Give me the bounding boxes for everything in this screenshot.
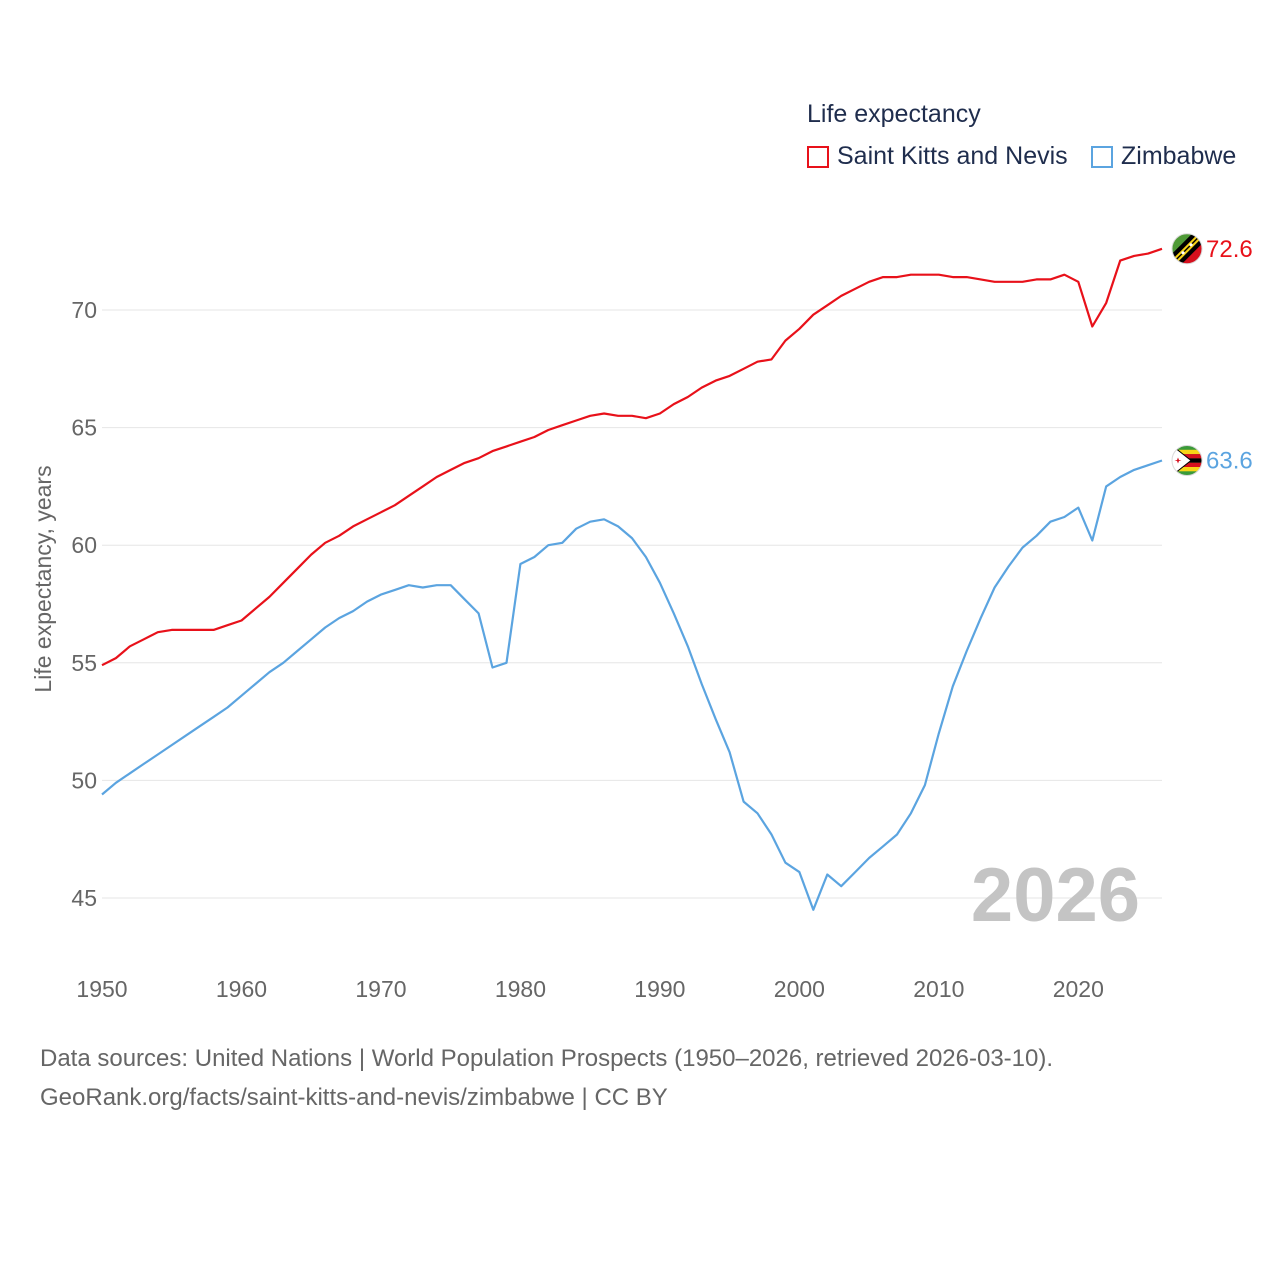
legend-item-saint-kitts-and-nevis[interactable]: Saint Kitts and Nevis: [807, 142, 1068, 171]
x-tick-label-1960: 1960: [216, 976, 267, 1002]
legend-label-zimbabwe: Zimbabwe: [1121, 142, 1237, 170]
x-axis-ticks: 1950 1960 1970 1980 1990 2000 2010 2020: [76, 976, 1103, 1002]
y-tick-label-45: 45: [71, 885, 97, 911]
y-tick-label-60: 60: [71, 532, 97, 558]
y-tick-label-65: 65: [71, 415, 97, 441]
x-tick-label-2020: 2020: [1053, 976, 1104, 1002]
attribution-link[interactable]: GeoRank.org/facts/saint-kitts-and-nevis/…: [40, 1084, 668, 1111]
x-tick-label-1980: 1980: [495, 976, 546, 1002]
gridlines: [102, 309, 1162, 899]
series-line-saint-kitts-and-nevis[interactable]: [101, 247, 1163, 667]
y-tick-label-50: 50: [71, 767, 97, 793]
current-year-label: 2026: [970, 853, 1140, 938]
zimbabwe-flag-icon: [1171, 445, 1203, 476]
legend-item-zimbabwe[interactable]: Zimbabwe: [1091, 142, 1236, 171]
y-tick-label-55: 55: [71, 650, 97, 676]
y-axis-title: Life expectancy, years: [30, 465, 56, 692]
legend-title: Life expectancy: [807, 100, 981, 128]
x-tick-label-2000: 2000: [774, 976, 825, 1002]
series-endpoints: 72.6 63.6: [1171, 233, 1253, 476]
legend-swatch-saint-kitts-and-nevis: [807, 145, 829, 168]
saint-kitts-and-nevis-flag-icon: [1171, 233, 1203, 265]
x-tick-label-2010: 2010: [913, 976, 964, 1002]
x-tick-label-1990: 1990: [634, 976, 685, 1002]
y-tick-label-70: 70: [71, 297, 97, 323]
legend-label-saint-kitts-and-nevis: Saint Kitts and Nevis: [837, 142, 1068, 170]
legend-swatch-zimbabwe: [1091, 145, 1113, 168]
data-sources-text: Data sources: United Nations | World Pop…: [40, 1045, 1054, 1072]
x-tick-label-1950: 1950: [76, 976, 127, 1002]
saint-kitts-and-nevis-end-value: 72.6: [1206, 236, 1253, 263]
series-line-zimbabwe[interactable]: [101, 459, 1163, 911]
series-lines: [101, 247, 1163, 911]
y-axis-ticks: 45 50 55 60 65 70: [71, 297, 97, 911]
x-tick-label-1970: 1970: [355, 976, 406, 1002]
zimbabwe-end-value: 63.6: [1206, 448, 1253, 475]
